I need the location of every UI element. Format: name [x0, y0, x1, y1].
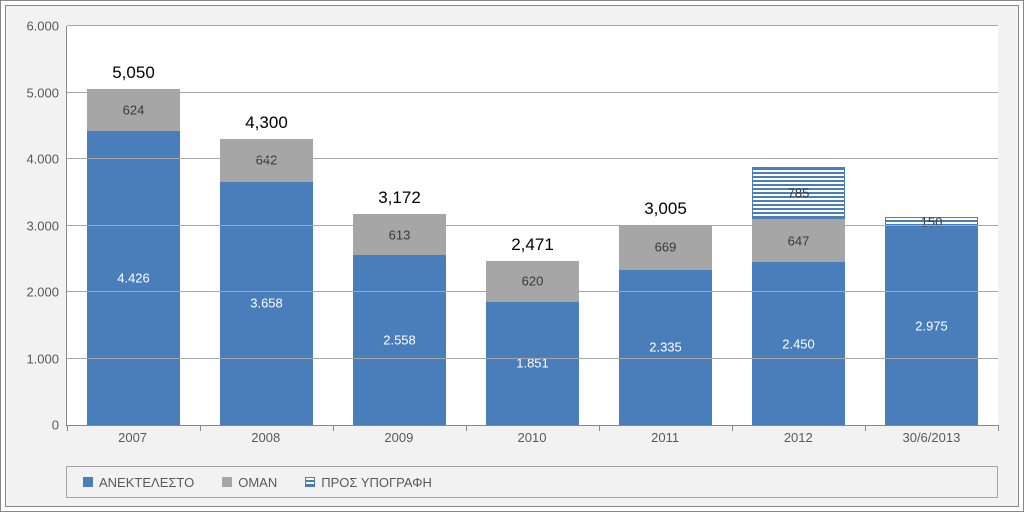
- bar-stack: 2.5586133,172: [353, 214, 446, 425]
- segment-value-label: 785: [788, 185, 810, 200]
- segment-value-label: 613: [389, 227, 411, 242]
- gridline: 1.000: [67, 358, 998, 359]
- bar-total-label: 3,172: [378, 188, 421, 208]
- y-axis-label: 6.000: [26, 19, 59, 34]
- legend-label: ΑΝΕΚΤΕΛΕΣΤΟ: [99, 475, 194, 490]
- x-axis-category-label: 2007: [66, 430, 199, 450]
- legend-item: ΑΝΕΚΤΕΛΕΣΤΟ: [83, 475, 194, 490]
- segment-value-label: 2.335: [649, 340, 682, 355]
- x-axis-category-label: 2009: [332, 430, 465, 450]
- bars-region: 4.426 624 5,050 3.658 642 4,300 2.558 613 3,172 1…: [67, 26, 998, 425]
- legend-swatch: [222, 477, 232, 487]
- bar-stack: 4.4266245,050: [87, 89, 180, 425]
- legend: ΑΝΕΚΤΕΛΕΣΤΟ ΟΜΑΝ ΠΡΟΣ ΥΠΟΓΡΑΦΗ: [66, 466, 998, 498]
- bar-segment-backlog: 2.450: [752, 262, 845, 425]
- segment-value-label: 3.658: [250, 296, 283, 311]
- legend-swatch: [305, 477, 315, 487]
- bar-slot: 2.450 647 785: [732, 26, 865, 425]
- bar-total-label: 2,471: [511, 235, 554, 255]
- legend-item: ΠΡΟΣ ΥΠΟΓΡΑΦΗ: [305, 475, 432, 490]
- bar-stack: 2.975 150: [885, 217, 978, 425]
- bar-segment-backlog: 3.658: [220, 182, 313, 425]
- gridline: 3.000: [67, 225, 998, 226]
- segment-value-label: 669: [655, 240, 677, 255]
- legend-swatch: [83, 477, 93, 487]
- bar-segment-to_sign: 785: [752, 167, 845, 219]
- y-axis-label: 2.000: [26, 285, 59, 300]
- bar-segment-to_sign: 150: [885, 217, 978, 227]
- segment-value-label: 647: [788, 233, 810, 248]
- y-axis-label: 5.000: [26, 85, 59, 100]
- bar-segment-oman: 624: [87, 89, 180, 130]
- legend-label: ΟΜΑΝ: [238, 475, 277, 490]
- segment-value-label: 624: [123, 102, 145, 117]
- bar-total-label: 4,300: [245, 113, 288, 133]
- gridline: 6.000: [67, 25, 998, 26]
- bar-segment-oman: 647: [752, 219, 845, 262]
- bar-slot: 2.335 669 3,005: [599, 26, 732, 425]
- bar-total-label: 3,005: [644, 199, 687, 219]
- gridline: 2.000: [67, 291, 998, 292]
- bar-slot: 2.558 613 3,172: [333, 26, 466, 425]
- bar-segment-oman: 669: [619, 225, 712, 269]
- bar-segment-backlog: 4.426: [87, 131, 180, 425]
- x-axis-labels: 20072008200920102011201230/6/2013: [66, 430, 998, 450]
- bar-total-label: 5,050: [112, 63, 155, 83]
- bar-stack: 3.6586424,300: [220, 139, 313, 425]
- bar-slot: 2.975 150: [865, 26, 998, 425]
- bar-slot: 3.658 642 4,300: [200, 26, 333, 425]
- bar-stack: 1.8516202,471: [486, 261, 579, 425]
- y-axis-label: 4.000: [26, 152, 59, 167]
- x-axis-category-label: 2008: [199, 430, 332, 450]
- gridline: 5.000: [67, 92, 998, 93]
- gridline: 4.000: [67, 158, 998, 159]
- bar-segment-backlog: 2.558: [353, 255, 446, 425]
- y-axis-label: 0: [52, 418, 59, 433]
- segment-value-label: 4.426: [117, 270, 150, 285]
- plot-area: 4.426 624 5,050 3.658 642 4,300 2.558 613 3,172 1…: [66, 26, 998, 426]
- segment-value-label: 620: [522, 274, 544, 289]
- bar-segment-oman: 620: [486, 261, 579, 302]
- legend-label: ΠΡΟΣ ΥΠΟΓΡΑΦΗ: [321, 475, 432, 490]
- bar-stack: 2.3356693,005: [619, 225, 712, 425]
- segment-value-label: 2.975: [915, 319, 948, 334]
- bar-segment-oman: 613: [353, 214, 446, 255]
- bar-segment-backlog: 2.335: [619, 270, 712, 425]
- segment-value-label: 642: [256, 153, 278, 168]
- bar-slot: 4.426 624 5,050: [67, 26, 200, 425]
- bar-segment-backlog: 2.975: [885, 227, 978, 425]
- segment-value-label: 2.558: [383, 332, 416, 347]
- bar-slot: 1.851 620 2,471: [466, 26, 599, 425]
- segment-value-label: 150: [921, 215, 943, 230]
- bar-stack: 2.450 647 785: [752, 167, 845, 425]
- bar-segment-oman: 642: [220, 139, 313, 182]
- legend-item: ΟΜΑΝ: [222, 475, 277, 490]
- segment-value-label: 2.450: [782, 336, 815, 351]
- y-axis-label: 3.000: [26, 218, 59, 233]
- x-axis-category-label: 2011: [599, 430, 732, 450]
- x-axis-category-label: 2012: [732, 430, 865, 450]
- bar-segment-backlog: 1.851: [486, 302, 579, 425]
- chart-container: 4.426 624 5,050 3.658 642 4,300 2.558 613 3,172 1…: [0, 0, 1024, 512]
- y-axis-label: 1.000: [26, 351, 59, 366]
- chart-inner: 4.426 624 5,050 3.658 642 4,300 2.558 613 3,172 1…: [5, 5, 1019, 507]
- x-axis-category-label: 30/6/2013: [865, 430, 998, 450]
- x-axis-category-label: 2010: [465, 430, 598, 450]
- x-tick: [998, 425, 999, 431]
